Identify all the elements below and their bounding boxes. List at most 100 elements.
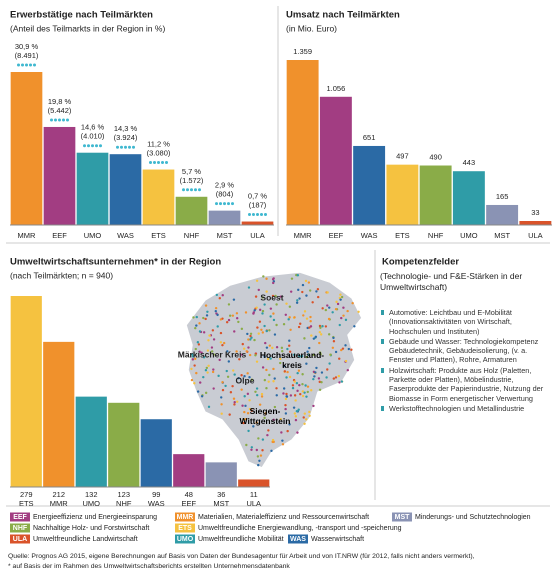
value-label: 5,7 % <box>182 167 202 176</box>
map-dot <box>293 316 296 319</box>
map-dot <box>298 297 301 300</box>
map-dot <box>344 359 348 363</box>
map-dot <box>285 392 288 396</box>
bar <box>140 419 172 487</box>
x-tick-label: WAS <box>148 499 165 508</box>
map-dot <box>346 368 350 372</box>
kompetenz-item: Automotive: Leichtbau und E-Mobilität (I… <box>380 308 552 336</box>
map-dot <box>291 384 295 387</box>
map-dot <box>254 390 257 393</box>
map-dot <box>265 277 268 280</box>
legend-badge <box>175 512 195 522</box>
map-dot <box>267 429 270 432</box>
legend-badge <box>175 534 195 544</box>
map-dot <box>279 357 282 361</box>
map-dot <box>319 333 323 336</box>
map-dot <box>340 380 344 383</box>
map-dot <box>227 318 231 322</box>
map-dot <box>272 418 275 422</box>
legend-text: Materialien, Materialeffizienz und Resso… <box>198 514 369 521</box>
map-dot <box>233 400 236 404</box>
legend-text: Umweltfreundliche Energiewandlung, -tran… <box>198 525 402 532</box>
map-dot <box>308 346 311 350</box>
map-dot <box>342 306 345 309</box>
map-dot <box>267 380 270 383</box>
map-dot <box>328 306 331 309</box>
icon-dot <box>198 188 201 192</box>
map-dot <box>339 293 342 296</box>
map-dot <box>231 384 234 388</box>
map-dot <box>284 313 287 316</box>
map-dot <box>202 375 205 379</box>
bar <box>108 402 140 487</box>
x-tick-label: EEF <box>52 231 67 240</box>
map-dot <box>292 353 296 356</box>
map-dot <box>229 391 233 394</box>
map-dot <box>273 405 277 409</box>
map-dot <box>300 354 304 358</box>
map-dot <box>219 318 223 321</box>
map-dot <box>204 304 208 307</box>
map-dot <box>318 388 322 392</box>
map-dot <box>211 350 214 353</box>
map-dot <box>247 338 250 341</box>
map-dot <box>341 347 345 350</box>
map-dot <box>269 357 272 360</box>
x-tick-label: NHF <box>116 499 132 508</box>
map-dot <box>195 371 198 375</box>
map-dot <box>235 350 238 353</box>
icon-dot <box>120 145 123 149</box>
map-dot <box>306 390 309 394</box>
bar <box>286 60 319 225</box>
value-label: 1.056 <box>326 84 345 93</box>
bar <box>419 165 452 225</box>
map-dot <box>236 400 239 403</box>
map-dot <box>245 443 248 447</box>
legend-abbr: MMR <box>177 514 194 521</box>
map-dot <box>305 294 308 297</box>
legend-badge <box>10 534 30 544</box>
map-dot <box>190 353 194 356</box>
icon-dot <box>116 145 119 149</box>
map-dot <box>207 339 210 342</box>
value-label: 212 <box>52 490 65 499</box>
bar <box>208 210 241 225</box>
map-dot <box>288 344 291 347</box>
map-dot <box>243 395 246 398</box>
map-dot <box>313 375 316 378</box>
map-dot <box>262 275 265 278</box>
map-dot <box>303 310 307 313</box>
map-dot <box>308 414 311 417</box>
map-dot <box>320 371 324 374</box>
map-dot <box>264 412 267 415</box>
map-dot <box>294 418 298 422</box>
map-dot <box>274 294 277 298</box>
map-dot <box>304 279 308 283</box>
map-dot <box>257 437 260 440</box>
map-dot <box>353 325 356 328</box>
legend-text: Umweltfreundliche Mobilität <box>198 536 284 543</box>
icon-dot <box>227 202 230 206</box>
map-dot <box>242 418 246 421</box>
map-dot <box>272 367 275 371</box>
map-dot <box>295 382 299 385</box>
bar <box>519 220 552 225</box>
bar <box>319 96 352 225</box>
map-dot <box>198 330 202 333</box>
map-dot <box>263 355 266 358</box>
map-dot <box>340 348 343 352</box>
map-dot <box>226 350 229 353</box>
map-dot <box>285 376 288 379</box>
map-dot <box>268 344 271 347</box>
map-dot <box>254 354 257 357</box>
value-label: 19,8 % <box>48 97 72 106</box>
map-dot <box>205 314 209 317</box>
map-dot <box>314 335 318 338</box>
map-dot <box>331 346 335 349</box>
chart-subtitle: (in Mio. Euro) <box>286 23 337 33</box>
map-dot <box>282 322 286 326</box>
map-dot <box>197 343 201 346</box>
value-label: 0,7 % <box>248 192 268 201</box>
map-dot <box>312 337 316 340</box>
bar <box>142 169 175 225</box>
